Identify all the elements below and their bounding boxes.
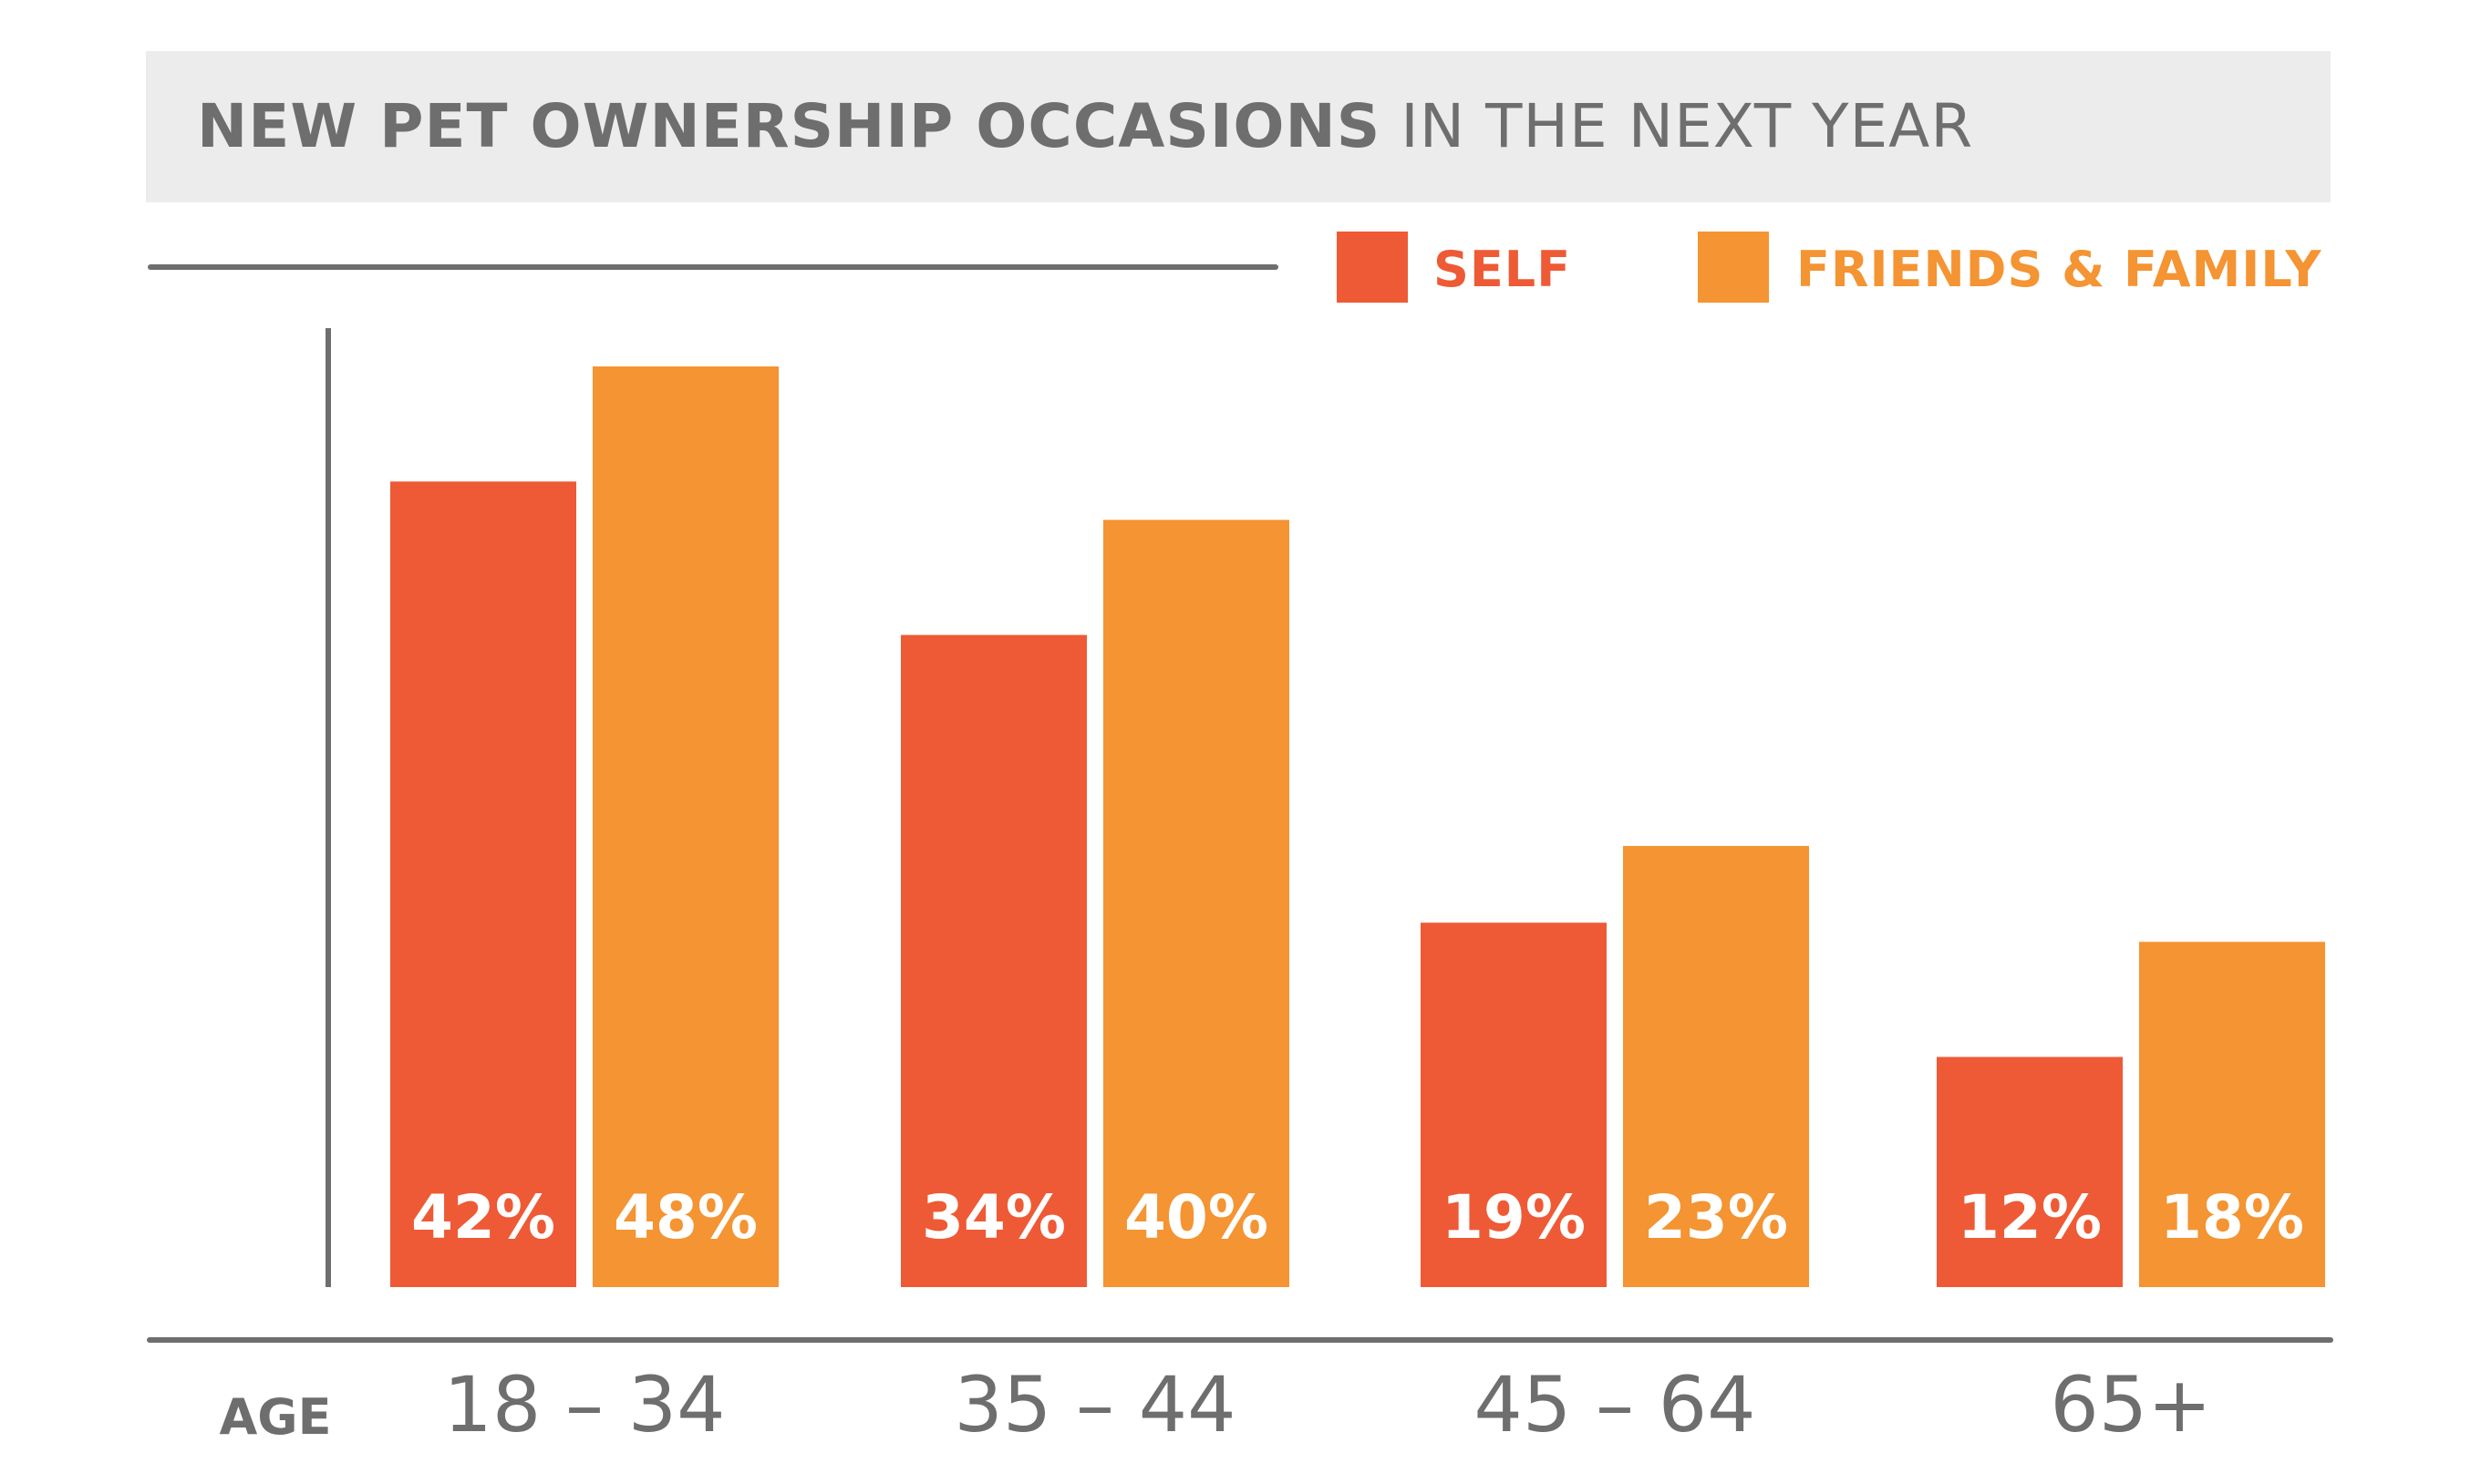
data-label-self-1: 34% [922,1182,1066,1252]
bar-self-1 [901,634,1087,1287]
legend-label-self: SELF [1433,241,1572,298]
bar-friends-family-1 [1103,520,1289,1287]
chart-title-bold: NEW PET OWNERSHIP OCCASIONS [197,91,1381,161]
bars-group: 42% 48% 34% 40% 19% 23% 12% 18% [390,366,2325,1287]
chart-title-rest: IN THE NEXT YEAR [1380,91,1974,161]
data-label-friends-family-1: 40% [1124,1182,1268,1252]
bar-friends-family-3 [2139,942,2325,1287]
legend-label-friends-family: FRIENDS & FAMILY [1796,241,2322,298]
header-rule [148,264,1278,270]
legend-swatch-friends-family [1698,232,1769,303]
chart-title: NEW PET OWNERSHIP OCCASIONS IN THE NEXT … [197,91,1973,162]
category-label-3: 65+ [2050,1360,2211,1449]
bar-self-2 [1421,922,1607,1287]
bar-friends-family-2 [1623,846,1809,1287]
bar-self-3 [1937,1056,2123,1287]
bar-friends-family-0 [593,366,779,1287]
data-label-self-0: 42% [411,1182,555,1252]
data-label-friends-family-3: 18% [2160,1182,2304,1252]
data-label-friends-family-0: 48% [614,1182,758,1252]
category-label-2: 45 – 64 [1473,1360,1755,1449]
legend-swatch-self [1337,232,1408,303]
title-band: NEW PET OWNERSHIP OCCASIONS IN THE NEXT … [146,51,2331,202]
bar-self-0 [390,481,576,1287]
x-axis-title: AGE [219,1388,331,1446]
category-label-1: 35 – 44 [954,1360,1236,1449]
data-label-self-3: 12% [1958,1182,2102,1252]
data-label-self-2: 19% [1442,1182,1586,1252]
category-label-0: 18 – 34 [443,1360,725,1449]
category-labels-group: 18 – 34 35 – 44 45 – 64 65+ [443,1360,2211,1449]
data-label-friends-family-2: 23% [1644,1182,1788,1252]
